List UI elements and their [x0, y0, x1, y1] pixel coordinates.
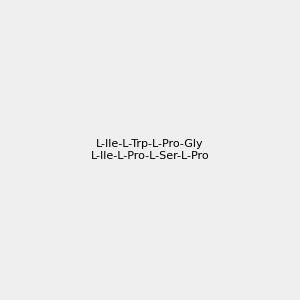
Text: L-Ile-L-Trp-L-Pro-Gly
L-Ile-L-Pro-L-Ser-L-Pro: L-Ile-L-Trp-L-Pro-Gly L-Ile-L-Pro-L-Ser-… [91, 139, 209, 161]
